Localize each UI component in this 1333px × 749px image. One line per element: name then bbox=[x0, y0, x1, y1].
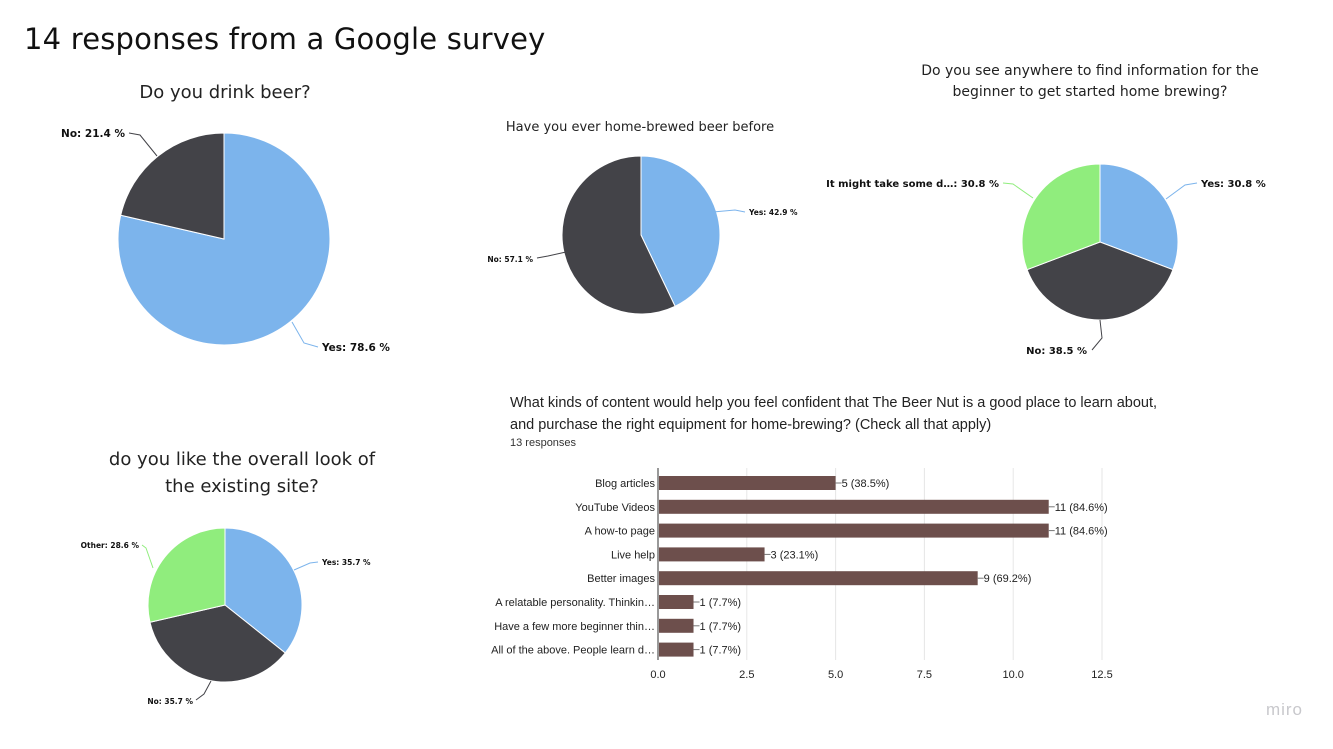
pie-4-connector-2 bbox=[195, 680, 212, 701]
pie-3-slice-no bbox=[1026, 241, 1174, 321]
pie-4-label-3: Other: 28.6 % bbox=[81, 541, 140, 550]
bar-value-label-6: 1 (7.7%) bbox=[700, 597, 742, 609]
pie-1-connector-1 bbox=[291, 321, 319, 348]
bar-xtick-6: 12.5 bbox=[1091, 669, 1112, 681]
pie-3-connector-1 bbox=[1165, 182, 1198, 200]
pie-1-slice-no bbox=[120, 132, 225, 240]
pie-2-connector-1 bbox=[712, 209, 746, 213]
pie-3-label-2: No: 38.5 % bbox=[1026, 346, 1087, 357]
pie-3-slice-it-might-take-some-d bbox=[1021, 163, 1101, 271]
page-title: 14 responses from a Google survey bbox=[24, 22, 546, 56]
bar-xtick-1: 0.0 bbox=[650, 669, 665, 681]
pie-1-connector-2 bbox=[128, 132, 158, 157]
pie-chart-3: Yes: 30.8 % No: 38.5 % It might take some … bbox=[826, 163, 1266, 357]
bar-8 bbox=[659, 642, 694, 657]
bar-2 bbox=[659, 499, 1049, 514]
bar-chart-title: What kinds of content would help you fee… bbox=[510, 395, 1158, 433]
bar-value-label-2: 11 (84.6%) bbox=[1055, 502, 1108, 514]
bar-category-label-7: Have a few more beginner thin… bbox=[494, 621, 655, 633]
bar-value-label-3: 11 (84.6%) bbox=[1055, 526, 1108, 538]
bar-1 bbox=[659, 476, 836, 490]
bar-category-label-5: Better images bbox=[587, 573, 655, 585]
pie-4-slice-other bbox=[147, 527, 226, 623]
pie-4-connector-1 bbox=[293, 561, 319, 571]
pie-4-title: do you like the overall look of the exis… bbox=[108, 449, 376, 497]
pie-1-label-2: No: 21.4 % bbox=[61, 128, 125, 140]
pie-chart-1: Yes: 78.6 % No: 21.4 % bbox=[61, 128, 390, 354]
pie-3-label-3: It might take some d…: 30.8 % bbox=[826, 179, 999, 190]
bar-category-label-6: A relatable personality. Thinkin… bbox=[495, 597, 655, 609]
bar-5 bbox=[659, 571, 978, 586]
bar-category-label-8: All of the above. People learn d… bbox=[491, 645, 655, 657]
bar-xtick-2: 2.5 bbox=[739, 669, 754, 681]
bar-value-label-7: 1 (7.7%) bbox=[700, 621, 742, 633]
pie-1-title: Do you drink beer? bbox=[139, 82, 311, 103]
pie-3-slice-yes bbox=[1099, 163, 1179, 271]
bar-category-label-2: YouTube Videos bbox=[575, 502, 655, 514]
pie-2-label-1: Yes: 42.9 % bbox=[748, 208, 798, 217]
pie-4-connector-3 bbox=[141, 544, 154, 569]
bar-xtick-5: 10.0 bbox=[1002, 669, 1023, 681]
pie-4-label-1: Yes: 35.7 % bbox=[321, 558, 371, 567]
bar-value-label-4: 3 (23.1%) bbox=[771, 549, 819, 561]
pie-1-label-1: Yes: 78.6 % bbox=[321, 342, 390, 354]
pie-3-label-1: Yes: 30.8 % bbox=[1200, 179, 1266, 190]
pie-4-slice-yes bbox=[224, 527, 303, 654]
pie-3-connector-3 bbox=[1002, 182, 1034, 199]
pie-1-slice-yes bbox=[117, 132, 331, 346]
pie-chart-2: Yes: 42.9 % No: 57.1 % bbox=[487, 155, 798, 315]
bar-category-label-1: Blog articles bbox=[595, 478, 655, 490]
pie-3-connector-2 bbox=[1091, 319, 1103, 351]
bar-7 bbox=[659, 618, 694, 633]
bar-3 bbox=[659, 523, 1049, 538]
bar-value-label-5: 9 (69.2%) bbox=[984, 573, 1032, 585]
bar-category-label-4: Live help bbox=[611, 549, 655, 561]
pie-4-slice-no bbox=[149, 604, 286, 683]
bar-chart-subtitle: 13 responses bbox=[510, 437, 577, 449]
bar-value-label-1: 5 (38.5%) bbox=[842, 478, 890, 490]
pie-2-title: Have you ever home-brewed beer before bbox=[505, 120, 775, 135]
bar-xtick-3: 5.0 bbox=[828, 669, 843, 681]
pie-2-slice-yes bbox=[640, 155, 721, 307]
pie-4-label-2: No: 35.7 % bbox=[147, 697, 193, 706]
pie-chart-4: Yes: 35.7 % No: 35.7 % Other: 28.6 % bbox=[81, 527, 371, 706]
bar-category-label-3: A how-to page bbox=[585, 526, 655, 538]
pie-3-title: Do you see anywhere to find information … bbox=[921, 63, 1259, 100]
miro-watermark: miro bbox=[1265, 700, 1303, 719]
pie-2-connector-2 bbox=[536, 251, 567, 259]
pie-2-label-2: No: 57.1 % bbox=[487, 255, 533, 264]
bar-6 bbox=[659, 595, 694, 609]
bar-chart: 0.0 2.5 5.0 7.5 10.0 12.5 Blog articles 5 (38.5… bbox=[491, 468, 1113, 681]
bar-value-label-8: 1 (7.7%) bbox=[700, 645, 742, 657]
bar-xtick-4: 7.5 bbox=[917, 669, 932, 681]
bar-4 bbox=[659, 547, 765, 562]
